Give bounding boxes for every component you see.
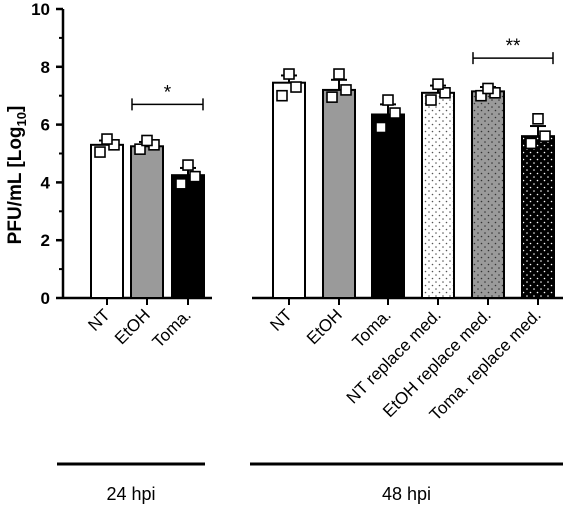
data-point xyxy=(189,170,201,183)
bars-layer xyxy=(90,74,555,299)
data-point xyxy=(432,78,444,90)
data-point xyxy=(141,134,153,147)
bar xyxy=(171,174,205,299)
bar xyxy=(322,88,356,299)
data-point xyxy=(439,87,451,99)
y-axis-label-main: PFU/mL [Log xyxy=(5,126,26,244)
data-point xyxy=(482,82,494,95)
bar xyxy=(371,113,405,299)
y-axis-label-close: ] xyxy=(5,106,26,112)
y-tick-label: 6 xyxy=(41,116,50,135)
bar xyxy=(521,135,555,299)
data-point xyxy=(175,178,187,190)
data-point xyxy=(389,107,401,119)
x-category-label: Toma. xyxy=(349,305,395,351)
data-point xyxy=(525,137,537,150)
data-point xyxy=(532,113,544,125)
x-category-label: NT xyxy=(266,305,295,334)
x-category-label: NT xyxy=(84,305,113,334)
x-category-label: EtOH xyxy=(303,305,346,348)
points-layer xyxy=(94,68,551,190)
y-tick-label: 2 xyxy=(41,231,50,250)
group-label: 48 hpi xyxy=(382,484,431,504)
annotations-layer: *** xyxy=(131,36,554,111)
significance-label: * xyxy=(164,82,172,103)
bar xyxy=(471,90,505,299)
data-point xyxy=(182,159,194,171)
data-point xyxy=(425,94,437,106)
bar xyxy=(130,145,164,299)
significance-label: ** xyxy=(506,36,521,57)
data-point xyxy=(539,130,551,142)
y-tick-label: 8 xyxy=(41,58,50,77)
y-tick-label: 0 xyxy=(41,289,50,308)
data-point xyxy=(340,84,352,96)
data-point xyxy=(283,68,295,80)
y-axis-label: PFU/mL [Log10] xyxy=(5,106,29,245)
y-tick-label: 10 xyxy=(31,0,50,19)
data-point xyxy=(276,89,288,102)
y-axis-label-sub: 10 xyxy=(14,112,29,126)
bar xyxy=(90,143,124,299)
data-point xyxy=(375,121,387,134)
data-point xyxy=(333,68,345,80)
group-label: 24 hpi xyxy=(106,484,155,504)
x-category-label: Toma. xyxy=(149,305,195,351)
bar xyxy=(272,81,306,299)
data-point xyxy=(475,89,487,102)
y-tick-label: 4 xyxy=(41,173,51,192)
x-category-label: EtOH xyxy=(111,305,154,348)
data-point xyxy=(290,81,302,93)
data-point xyxy=(101,133,113,145)
data-point xyxy=(382,94,394,106)
data-point xyxy=(326,91,338,103)
bar xyxy=(421,91,455,299)
data-point xyxy=(134,143,146,155)
data-point xyxy=(94,146,106,158)
